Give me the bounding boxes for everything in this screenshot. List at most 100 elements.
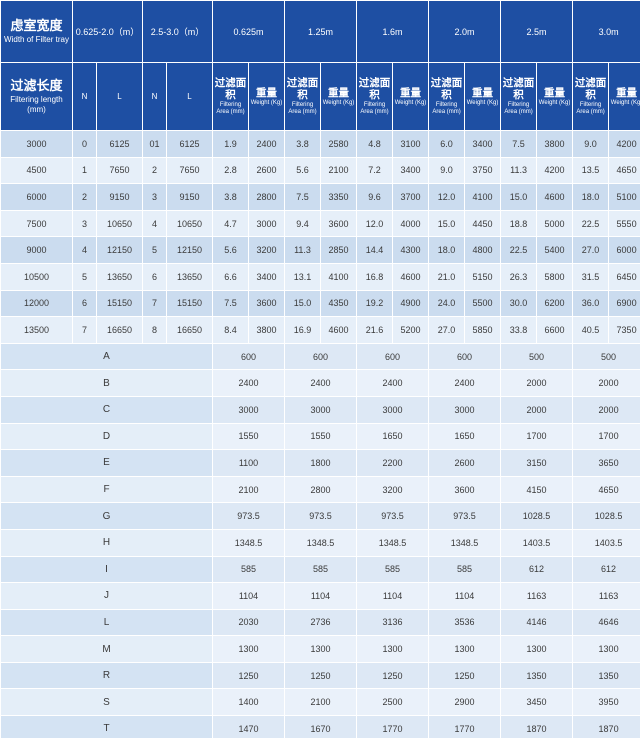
table-cell: 9.0 <box>572 130 610 158</box>
table-cell: 1 <box>72 156 97 185</box>
area-column-header: 过滤面积 Filtering Area (mm) <box>428 62 466 131</box>
weight-en: Weight (Kg) <box>610 99 640 106</box>
group-header: 2.0m <box>428 0 502 63</box>
dimension-label: T <box>0 715 213 738</box>
dimension-value: 500 <box>572 342 640 371</box>
dimension-label: C <box>0 395 213 424</box>
dimension-value: 1163 <box>500 582 574 610</box>
dimension-value: 4150 <box>500 475 574 504</box>
dimension-label: H <box>0 528 213 557</box>
dimension-value: 1350 <box>500 661 574 690</box>
dimension-value: 1300 <box>572 635 640 663</box>
dimension-label: L <box>0 608 213 637</box>
table-cell: 3.8 <box>212 183 249 211</box>
table-cell: 26.3 <box>500 262 538 291</box>
dimension-value: 3000 <box>283 395 358 424</box>
area-en: Filtering Area (mm) <box>360 102 389 115</box>
dimension-value: 2000 <box>500 395 574 424</box>
dimension-label: D <box>0 422 213 451</box>
dimension-value: 4650 <box>572 475 640 504</box>
table-cell: 5150 <box>464 262 502 291</box>
table-cell: 3800 <box>536 130 574 158</box>
group-header: 1.6m <box>356 0 430 63</box>
table-cell: 5500 <box>464 289 502 318</box>
table-cell: 4450 <box>464 209 502 238</box>
area-en: Filtering Area (mm) <box>432 102 461 115</box>
dimension-value: 2100 <box>283 688 358 717</box>
table-cell: 18.0 <box>428 236 466 264</box>
table-cell: 5 <box>72 262 97 291</box>
length-cell: 13500 <box>0 316 73 344</box>
table-cell: 3600 <box>319 209 358 238</box>
table-cell: 40.5 <box>572 316 610 344</box>
table-cell: 27.0 <box>572 236 610 264</box>
weight-column-header: 重量 Weight (Kg) <box>248 62 285 131</box>
area-zh: 过滤面积 <box>502 77 535 101</box>
table-cell: 6.0 <box>428 130 466 158</box>
area-zh: 过滤面积 <box>214 77 247 101</box>
table-cell: 5400 <box>536 236 574 264</box>
dimension-value: 3950 <box>572 688 640 717</box>
table-cell: 10650 <box>96 209 143 238</box>
table-cell: 36.0 <box>572 289 610 318</box>
dimension-value: 612 <box>572 555 640 584</box>
dimension-value: 3536 <box>428 608 502 637</box>
dimension-label: E <box>0 449 213 477</box>
table-cell: 4.8 <box>356 130 394 158</box>
table-cell: 27.0 <box>428 316 466 344</box>
dimension-value: 1800 <box>283 449 358 477</box>
table-cell: 7350 <box>608 316 640 344</box>
table-cell: 4600 <box>392 262 430 291</box>
length-cell: 4500 <box>0 156 73 185</box>
dimension-value: 3450 <box>500 688 574 717</box>
table-cell: 15.0 <box>500 183 538 211</box>
table-cell: 6600 <box>536 316 574 344</box>
dimension-value: 585 <box>212 555 285 584</box>
dimension-value: 1670 <box>283 715 358 738</box>
dimension-value: 1348.5 <box>356 528 430 557</box>
dimension-value: 1104 <box>428 582 502 610</box>
table-cell: 3 <box>72 209 97 238</box>
table-cell: 9.0 <box>428 156 466 185</box>
area-column-header: 过滤面积 Filtering Area (mm) <box>500 62 538 131</box>
dimension-value: 1770 <box>356 715 430 738</box>
dimension-value: 2030 <box>212 608 285 637</box>
dimension-value: 585 <box>356 555 430 584</box>
area-column-header: 过滤面积 Filtering Area (mm) <box>356 62 394 131</box>
table-cell: 11.3 <box>284 236 321 264</box>
table-cell: 21.6 <box>356 316 394 344</box>
dimension-value: 1104 <box>212 582 285 610</box>
weight-column-header: 重量 Weight (Kg) <box>536 62 574 131</box>
dimension-value: 1350 <box>572 661 640 690</box>
table-cell: 13650 <box>96 262 143 291</box>
table-cell: 6 <box>72 289 97 318</box>
table-cell: 5000 <box>536 209 574 238</box>
table-cell: 9150 <box>96 183 143 211</box>
table-cell: 15.0 <box>284 289 321 318</box>
group-header: 1.25m <box>283 0 358 63</box>
table-cell: 9150 <box>166 183 213 211</box>
table-row: 13500 7 16650 8 16650 8.4 3800 16.9 4600 21.6 5200… <box>0 316 640 344</box>
dimension-value: 1300 <box>428 635 502 663</box>
table-cell: 2 <box>72 183 97 211</box>
weight-zh: 重量 <box>472 86 494 99</box>
area-column-header: 过滤面积 Filtering Area (mm) <box>572 62 610 131</box>
width-title-en: Width of Filter tray <box>4 35 69 44</box>
table-cell: 5200 <box>392 316 430 344</box>
dimension-value: 1400 <box>212 688 285 717</box>
area-en: Filtering Area (mm) <box>504 102 533 115</box>
table-cell: 5550 <box>608 209 640 238</box>
weight-column-header: 重量 Weight (Kg) <box>608 62 640 131</box>
weight-zh: 重量 <box>400 86 422 99</box>
table-cell: 15150 <box>96 289 143 318</box>
table-cell: 4600 <box>319 316 358 344</box>
dimension-label: M <box>0 635 213 663</box>
table-cell: 3400 <box>392 156 430 185</box>
table-cell: 4600 <box>536 183 574 211</box>
weight-column-header: 重量 Weight (Kg) <box>319 62 358 131</box>
dimension-value: 1870 <box>500 715 574 738</box>
dimension-row: E 1100 1800 2200 2600 3150 3650 <box>0 449 640 477</box>
table-cell: 10650 <box>166 209 213 238</box>
weight-en: Weight (Kg) <box>250 99 283 106</box>
dimension-value: 1403.5 <box>500 528 574 557</box>
